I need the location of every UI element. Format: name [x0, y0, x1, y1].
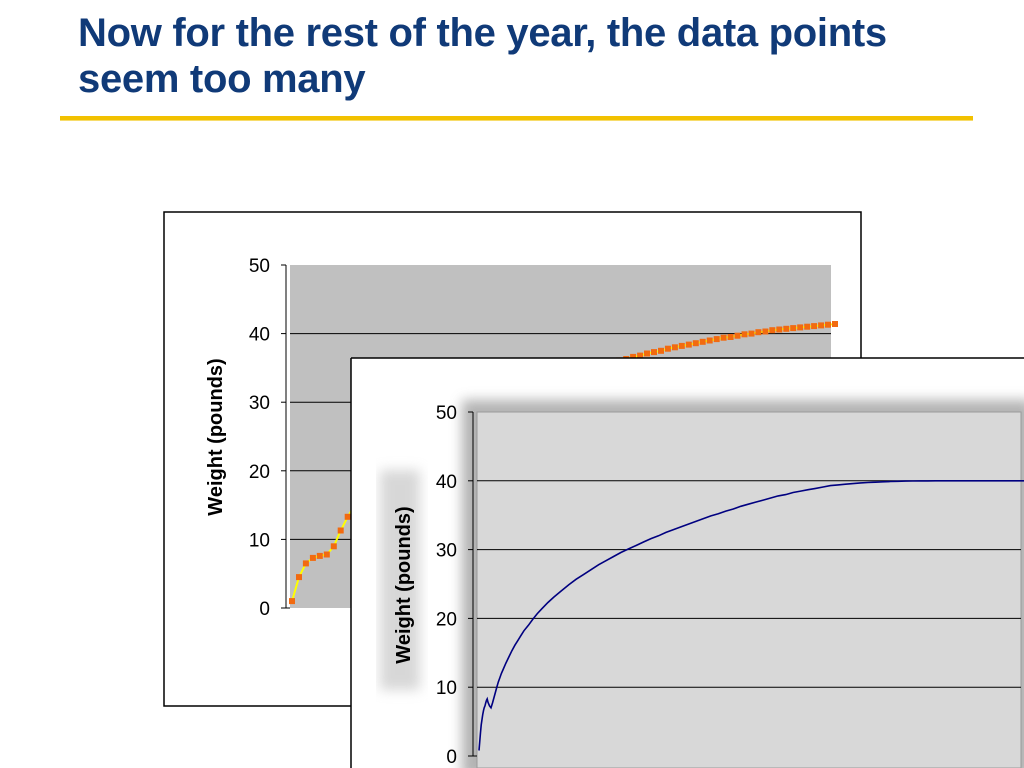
- chart-2-y-tick-label: 0: [446, 747, 457, 768]
- chart-1-data-point: [720, 334, 727, 341]
- chart-1-data-point: [762, 328, 769, 335]
- title-underline: [60, 116, 973, 121]
- chart-1-data-point: [664, 345, 671, 352]
- chart-1-data-point: [678, 342, 685, 349]
- chart-1-data-point: [302, 560, 309, 567]
- chart-1-data-point: [316, 552, 323, 559]
- chart-1-data-point: [790, 325, 797, 332]
- chart-1-data-point: [783, 325, 790, 332]
- chart-1-data-point: [804, 323, 811, 330]
- chart-1-data-point: [323, 551, 330, 558]
- chart-1-y-axis-title: Weight (pounds): [205, 358, 227, 515]
- chart-1-data-point: [309, 554, 316, 561]
- chart-1-data-point: [706, 337, 713, 344]
- chart-1-y-tick-label: 30: [249, 393, 270, 414]
- chart-1-data-point: [713, 336, 720, 343]
- chart-2-label-shadow: [380, 470, 420, 690]
- chart-2-y-tick-label: 20: [436, 609, 457, 630]
- chart-1-data-point: [630, 353, 637, 360]
- chart-2-y-tick-label: 10: [436, 678, 457, 699]
- chart-2-plot-area: [476, 411, 1022, 768]
- chart-1-data-point: [337, 527, 344, 534]
- chart-1-data-point: [289, 598, 295, 605]
- chart-1-data-point: [671, 344, 678, 351]
- chart-1-data-point: [734, 332, 741, 339]
- chart-1-y-tick-label: 40: [249, 325, 270, 346]
- chart-2-weight-rest-of-year: 0 10 20 30 40 50 Weight (pounds): [350, 357, 1024, 768]
- chart-1-y-tick-label: 10: [249, 530, 270, 551]
- chart-2-y-tick-label: 30: [436, 541, 457, 562]
- chart-1-data-point: [699, 338, 706, 345]
- chart-1-y-tick-label: 0: [259, 599, 270, 620]
- chart-1-data-point: [651, 349, 657, 356]
- chart-1-data-point: [658, 347, 664, 354]
- chart-1-data-point: [330, 543, 337, 550]
- chart-2-y-axis-title: Weight (pounds): [393, 506, 415, 663]
- chart-1-data-point: [797, 324, 804, 331]
- chart-1-data-point: [692, 340, 699, 347]
- slide-title: Now for the rest of the year, the data p…: [78, 11, 887, 101]
- chart-1-data-point: [296, 574, 302, 581]
- chart-1-data-point: [644, 350, 650, 357]
- chart-1-data-point: [776, 326, 783, 333]
- chart-1-data-point: [748, 330, 755, 337]
- chart-1-data-point: [727, 334, 734, 340]
- chart-1-data-point: [769, 327, 776, 334]
- chart-1-data-point: [818, 322, 825, 329]
- chart-1-data-point: [825, 321, 831, 328]
- chart-1-data-point: [755, 329, 762, 336]
- chart-1-data-point: [811, 323, 818, 330]
- chart-1-data-point: [344, 513, 351, 520]
- chart-1-data-point: [832, 321, 838, 327]
- chart-1-data-point: [637, 352, 644, 359]
- chart-1-y-tick-label: 20: [249, 462, 270, 483]
- chart-1-data-point: [685, 341, 692, 348]
- chart-1-y-tick-label: 50: [249, 256, 270, 277]
- chart-2-y-tick-label: 50: [436, 403, 457, 424]
- chart-2-series-line: [478, 479, 1024, 751]
- chart-1-data-point: [741, 331, 748, 338]
- chart-2-y-tick-label: 40: [436, 472, 457, 493]
